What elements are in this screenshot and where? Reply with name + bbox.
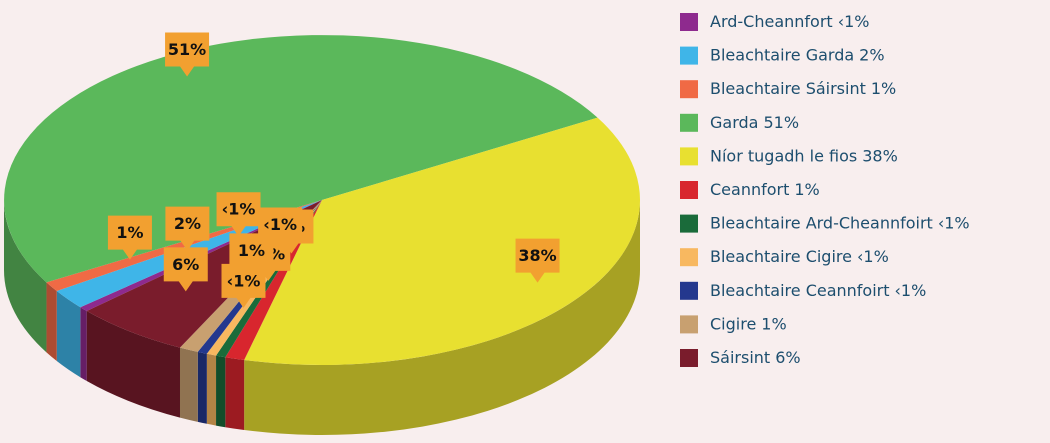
pie-slice (244, 117, 640, 365)
legend-value: 6% (775, 348, 800, 367)
legend-name: Bleachtaire Ceannfoirt (710, 280, 890, 299)
legend-label: Bleachtaire Ard-Cheannfoirt ‹1% (710, 213, 970, 232)
legend-name: Cigire (710, 314, 756, 333)
callout-label: ‹1% (263, 215, 297, 234)
legend-name: Bleachtaire Sáirsint (710, 79, 866, 98)
legend-name: Ard-Cheannfort (710, 12, 833, 31)
legend-name: Garda (710, 112, 758, 131)
callout-box (229, 233, 274, 278)
legend-label: Bleachtaire Sáirsint 1% (710, 79, 896, 98)
callout: 38% (515, 238, 560, 283)
callout-label: 38% (518, 246, 556, 265)
pie-side (46, 282, 57, 362)
callout: 1% (107, 215, 152, 260)
legend-name: Bleachtaire Cigire (710, 247, 852, 266)
legend-value: ‹1% (938, 213, 970, 232)
legend-value: ‹1% (895, 280, 927, 299)
legend-swatch (680, 147, 698, 166)
legend-label: Ceannfort 1% (710, 180, 820, 199)
pie-side (80, 307, 87, 382)
callout: 1% (229, 233, 274, 278)
legend-swatch (680, 349, 698, 367)
legend-label: Níor tugadh le fios 38% (710, 146, 898, 165)
legend-swatch (680, 13, 698, 31)
legend-label: Cigire 1% (710, 314, 787, 333)
callout-label: 6% (172, 255, 199, 274)
legend-name: Ceannfort (710, 180, 789, 199)
legend-swatch (680, 80, 698, 99)
legend-label: Ard-Cheannfort ‹1% (710, 12, 869, 31)
callout: 51% (165, 32, 210, 77)
legend-swatch (680, 248, 698, 267)
callout-label: 1% (238, 241, 265, 260)
legend-value: 2% (859, 45, 884, 64)
legend-label: Bleachtaire Cigire ‹1% (710, 247, 889, 266)
callout: 6% (163, 247, 208, 292)
legend-swatch (680, 46, 698, 65)
legend-swatch (680, 214, 698, 233)
callout: ‹1% (216, 192, 261, 237)
pie-side (216, 355, 226, 428)
pie-side (244, 200, 640, 435)
callout-label: 1% (116, 223, 143, 242)
legend-value: 1% (761, 314, 786, 333)
pie-side (225, 357, 245, 430)
pie-slice (4, 35, 598, 283)
callout-label: 2% (174, 214, 201, 233)
legend-value: 38% (862, 146, 898, 165)
pie-side (206, 353, 217, 426)
legend-swatch (680, 181, 698, 199)
legend-label: Bleachtaire Garda 2% (710, 45, 885, 64)
callout-box (515, 238, 560, 283)
legend-value: 51% (763, 112, 799, 131)
pie-side (86, 311, 180, 418)
legend-swatch (680, 281, 698, 300)
legend-name: Bleachtaire Ard-Cheannfoirt (710, 213, 933, 232)
pie-side (56, 291, 81, 378)
callout-box (221, 263, 266, 308)
legend-label: Garda 51% (710, 112, 799, 131)
callout-label: ‹1% (227, 271, 261, 290)
legend-value: ‹1% (857, 247, 889, 266)
callout-box (165, 206, 210, 251)
callout-label: 51% (168, 40, 206, 59)
legend-value: ‹1% (838, 12, 870, 31)
pie-side (197, 351, 207, 424)
pie-side (4, 200, 47, 353)
legend-label: Sáirsint 6% (710, 348, 801, 367)
callout-box (216, 192, 261, 237)
legend-value: 1% (871, 79, 896, 98)
legend-swatch (680, 113, 698, 132)
legend-name: Níor tugadh le fios (710, 146, 857, 165)
callout: 2% (165, 206, 210, 251)
callout-box (107, 215, 152, 260)
legend-swatch (680, 315, 698, 334)
pie-side (179, 347, 198, 422)
callout-box (163, 247, 208, 292)
legend-name: Sáirsint (710, 348, 770, 367)
callout-box (165, 32, 210, 77)
callout-label: ‹1% (222, 200, 256, 219)
legend-name: Bleachtaire Garda (710, 45, 854, 64)
legend-value: 1% (794, 180, 819, 199)
legend-label: Bleachtaire Ceannfoirt ‹1% (710, 280, 926, 299)
